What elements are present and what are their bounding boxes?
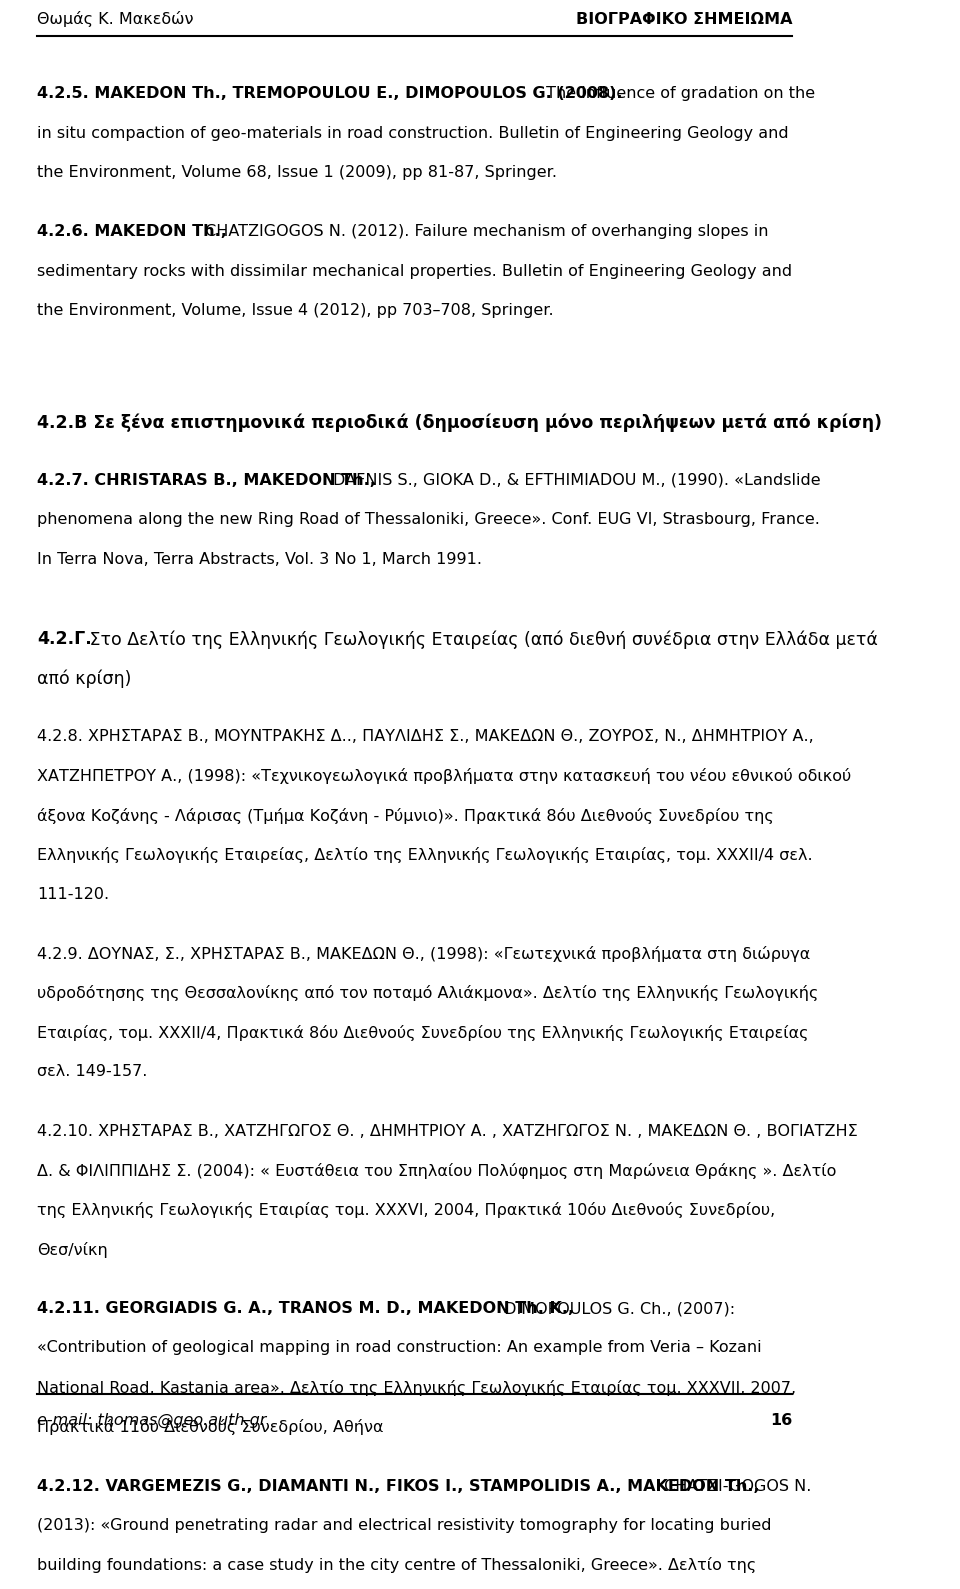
Text: Δ. & ΦΙΛΙΠΠΙΔΗΣ Σ. (2004): « Ευστάθεια του Σπηλαίου Πολύφημος στη Μαρώνεια Θράκη: Δ. & ΦΙΛΙΠΠΙΔΗΣ Σ. (2004): « Ευστάθεια τ… xyxy=(37,1163,836,1179)
Text: 4.2.8. ΧΡΗΣΤAΡAΣ Β., ΜΟΥΝΤΡΑΚΗΣ Δ.., ΠΑΥΛΙΔΗΣ Σ., ΜΑΚΕΔΩΝ Θ., ΖΟΥΡΟΣ, Ν., ΔΗΜΗΤΡ: 4.2.8. ΧΡΗΣΤAΡAΣ Β., ΜΟΥΝΤΡΑΚΗΣ Δ.., ΠΑΥ… xyxy=(37,729,814,744)
Text: της Ελληνικής Γεωλογικής Εταιρίας τομ. ΧΧΧVI, 2004, Πρακτικά 10όυ Διεθνούς Συνεδ: της Ελληνικής Γεωλογικής Εταιρίας τομ. Χ… xyxy=(37,1203,776,1219)
Text: ΒΙΟΓΡΑΦΙΚΟ ΣΗΜΕΙΩΜΑ: ΒΙΟΓΡΑΦΙΚΟ ΣΗΜΕΙΩΜΑ xyxy=(576,13,793,27)
Text: ΧΑΤΖΗΠΕΤΡΟΥ Α., (1998): «Τεχνικογεωλογικά προβλήματα στην κατασκευή του νέου εθν: ΧΑΤΖΗΠΕΤΡΟΥ Α., (1998): «Τεχνικογεωλογικ… xyxy=(37,769,852,785)
Text: Στο Δελτίο της Ελληνικής Γεωλογικής Εταιρείας (από διεθνή συνέδρια στην Ελλάδα μ: Στο Δελτίο της Ελληνικής Γεωλογικής Εται… xyxy=(84,631,878,648)
Text: CHATZIGOGOS N. (2012). Failure mechanism of overhanging slopes in: CHATZIGOGOS N. (2012). Failure mechanism… xyxy=(201,224,769,238)
Text: the Environment, Volume, Issue 4 (2012), pp 703–708, Springer.: the Environment, Volume, Issue 4 (2012),… xyxy=(37,303,554,318)
Text: 4.2.11. GEORGIADIS G. A., TRANOS M. D., MAKEDON Th. K.,: 4.2.11. GEORGIADIS G. A., TRANOS M. D., … xyxy=(37,1301,574,1316)
Text: σελ. 149-157.: σελ. 149-157. xyxy=(37,1065,148,1079)
Text: DAFNIS S., GIOKA D., & EFTHIMIADOU M., (1990). «Landslide: DAFNIS S., GIOKA D., & EFTHIMIADOU M., (… xyxy=(333,472,821,488)
Text: the Environment, Volume 68, Issue 1 (2009), pp 81-87, Springer.: the Environment, Volume 68, Issue 1 (200… xyxy=(37,165,557,180)
Text: υδροδότησης της Θεσσαλονίκης από τον ποταμό Αλιάκμονα». Δελτίο της Ελληνικής Γεω: υδροδότησης της Θεσσαλονίκης από τον ποτ… xyxy=(37,985,819,1001)
Text: 4.2.10. ΧΡΗΣΤAΡAΣ Β., ΧΑΤΖΗΓΩΓΟΣ Θ. , ΔΗΜΗΤΡΙΟΥ Α. , ΧΑΤΖΗΓΩΓΟΣ Ν. , ΜΑΚΕΔΩΝ Θ. : 4.2.10. ΧΡΗΣΤAΡAΣ Β., ΧΑΤΖΗΓΩΓΟΣ Θ. , ΔΗ… xyxy=(37,1123,858,1139)
Text: 4.2.Β Σε ξένα επιστημονικά περιοδικά (δημοσίευση μόνο περιλήψεων μετά από κρίση): 4.2.Β Σε ξένα επιστημονικά περιοδικά (δη… xyxy=(37,413,882,432)
Text: 4.2.Γ.: 4.2.Γ. xyxy=(37,631,92,648)
Text: building foundations: a case study in the city centre of Thessaloniki, Greece». : building foundations: a case study in th… xyxy=(37,1557,756,1573)
Text: (2013): «Ground penetrating radar and electrical resistivity tomography for loca: (2013): «Ground penetrating radar and el… xyxy=(37,1517,772,1533)
Text: 16: 16 xyxy=(770,1413,793,1429)
Text: The influence of gradation on the: The influence of gradation on the xyxy=(540,86,815,102)
Text: DIMOPOULOS G. Ch., (2007):: DIMOPOULOS G. Ch., (2007): xyxy=(499,1301,735,1316)
Text: «Contribution of geological mapping in road construction: An example from Veria : «Contribution of geological mapping in r… xyxy=(37,1341,762,1355)
Text: από κρίση): από κρίση) xyxy=(37,671,132,688)
Text: Θωμάς Κ. Μακεδών: Θωμάς Κ. Μακεδών xyxy=(37,11,194,27)
Text: 4.2.7. CHRISTARAS B., MAKEDON Th.,: 4.2.7. CHRISTARAS B., MAKEDON Th., xyxy=(37,472,382,488)
Text: sedimentary rocks with dissimilar mechanical properties. Bulletin of Engineering: sedimentary rocks with dissimilar mechan… xyxy=(37,264,792,278)
Text: Πρακτικά 11όυ Διεθνούς Συνεδρίου, Αθήνα: Πρακτικά 11όυ Διεθνούς Συνεδρίου, Αθήνα xyxy=(37,1419,384,1435)
Text: in situ compaction of geo-materials in road construction. Bulletin of Engineerin: in situ compaction of geo-materials in r… xyxy=(37,126,789,140)
Text: 4.2.6. MAKEDON Th.,: 4.2.6. MAKEDON Th., xyxy=(37,224,227,238)
Text: phenomena along the new Ring Road of Thessaloniki, Greece». Conf. EUG VI, Strasb: phenomena along the new Ring Road of The… xyxy=(37,512,820,528)
Text: Ελληνικής Γεωλογικής Εταιρείας, Δελτίο της Ελληνικής Γεωλογικής Εταιρίας, τομ. Χ: Ελληνικής Γεωλογικής Εταιρείας, Δελτίο τ… xyxy=(37,847,813,863)
Text: CHATZI-GOGOS N.: CHATZI-GOGOS N. xyxy=(659,1478,811,1494)
Text: 111-120.: 111-120. xyxy=(37,887,109,903)
Text: Θεσ/νίκη: Θεσ/νίκη xyxy=(37,1243,108,1258)
Text: 4.2.12. VARGEMEZIS G., DIAMANTI N., FIKOS I., STAMPOLIDIS A., MAKEDON Th.,: 4.2.12. VARGEMEZIS G., DIAMANTI N., FIKO… xyxy=(37,1478,759,1494)
Text: άξονα Κοζάνης - Λάρισας (Τμήμα Κοζάνη - Ρύμνιο)». Πρακτικά 8όυ Διεθνούς Συνεδρίο: άξονα Κοζάνης - Λάρισας (Τμήμα Κοζάνη - … xyxy=(37,807,774,825)
Text: In Terra Nova, Terra Abstracts, Vol. 3 No 1, March 1991.: In Terra Nova, Terra Abstracts, Vol. 3 N… xyxy=(37,551,482,567)
Text: Εταιρίας, τομ. ΧΧΧII/4, Πρακτικά 8όυ Διεθνούς Συνεδρίου της Ελληνικής Γεωλογικής: Εταιρίας, τομ. ΧΧΧII/4, Πρακτικά 8όυ Διε… xyxy=(37,1025,808,1041)
Text: 4.2.9. ΔΟΥΝΑΣ, Σ., ΧΡΗΣΤAΡAΣ Β., ΜΑΚΕΔΩΝ Θ., (1998): «Γεωτεχνικά προβλήματα στη : 4.2.9. ΔΟΥΝΑΣ, Σ., ΧΡΗΣΤAΡAΣ Β., ΜΑΚΕΔΩΝ… xyxy=(37,945,810,961)
Text: 4.2.5. MAKEDON Th., TREMOPOULOU E., DIMOPOULOS G. (2008).: 4.2.5. MAKEDON Th., TREMOPOULOU E., DIMO… xyxy=(37,86,623,102)
Text: e-mail: thomas@geo.auth.gr: e-mail: thomas@geo.auth.gr xyxy=(37,1413,267,1429)
Text: National Road, Kastania area». Δελτίο της Ελληνικής Γεωλογικής Εταιρίας τομ. ΧΧΧ: National Road, Kastania area». Δελτίο τη… xyxy=(37,1379,796,1395)
